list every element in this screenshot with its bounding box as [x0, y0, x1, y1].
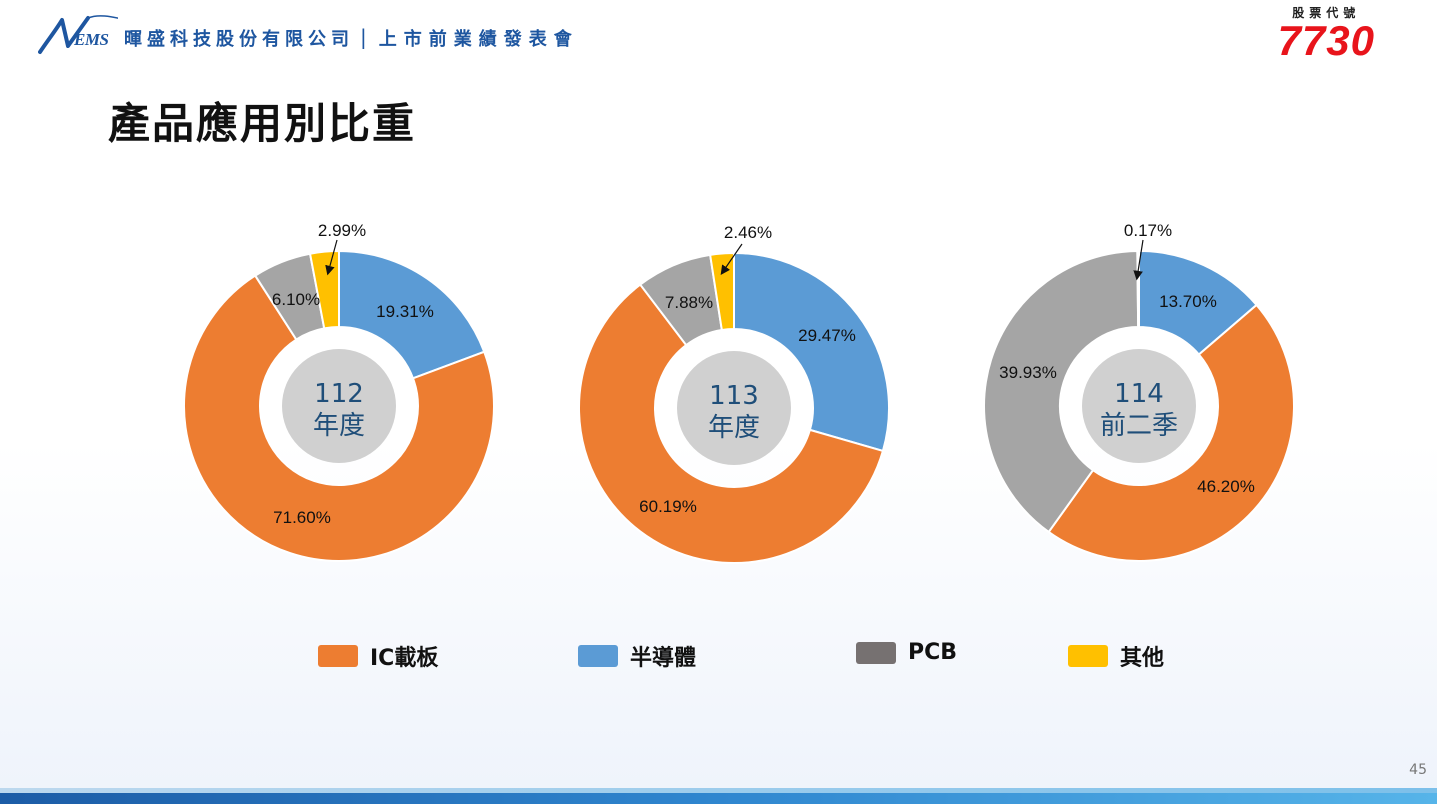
- footer-bar: [0, 788, 1437, 804]
- data-label: 71.60%: [273, 508, 331, 527]
- company-name: 暉盛科技股份有限公司: [124, 29, 354, 50]
- legend-swatch: [1068, 645, 1108, 667]
- data-label: 19.31%: [376, 302, 434, 321]
- donut-center-label: 年度: [708, 413, 760, 443]
- event-title: 上市前業績發表會: [378, 29, 579, 50]
- legend-item-pcb: PCB: [856, 640, 957, 665]
- data-label: 6.10%: [272, 290, 320, 309]
- callout-arrow: [720, 243, 743, 275]
- header: EMS 暉盛科技股份有限公司 | 上市前業績發表會: [38, 8, 579, 58]
- legend-swatch: [318, 645, 358, 667]
- donut-slice: [338, 249, 486, 380]
- stock-code-label: 股票代號: [1292, 6, 1361, 20]
- stock-code: 7730: [1277, 17, 1375, 64]
- legend-label: IC載板: [370, 646, 439, 671]
- logo-text: EMS: [74, 30, 109, 49]
- legend-item-other: 其他: [1068, 640, 1164, 672]
- data-label: 60.19%: [639, 497, 697, 516]
- donut-slice: [733, 251, 890, 453]
- donut-slice: [1047, 303, 1295, 562]
- donut-slice: [1136, 249, 1140, 329]
- header-separator: |: [360, 25, 367, 49]
- data-label: 39.93%: [999, 363, 1057, 382]
- data-label: 0.17%: [1124, 221, 1172, 240]
- donut-center-label: 年度: [313, 411, 365, 441]
- page-number: 45: [1409, 762, 1427, 778]
- data-label: 2.46%: [724, 223, 772, 242]
- legend-swatch: [578, 645, 618, 667]
- page-title: 產品應用別比重: [108, 99, 417, 148]
- donut-center-label: 前二季: [1100, 411, 1178, 441]
- donut-center-circle: [677, 351, 791, 465]
- donut-slice: [183, 274, 495, 562]
- donut-slice: [983, 249, 1140, 534]
- legend-swatch: [856, 641, 896, 664]
- chart-legend: IC載板 半導體 PCB 其他: [0, 640, 1437, 680]
- legend-label: 半導體: [630, 646, 697, 671]
- data-label: 46.20%: [1197, 477, 1255, 496]
- data-label: 13.70%: [1159, 292, 1217, 311]
- donut-center-circle: [282, 349, 396, 463]
- stock-code-block: 股票代號 7730: [1277, 4, 1375, 64]
- donut-center-label: 113: [709, 381, 759, 411]
- data-label: 2.99%: [318, 221, 366, 240]
- legend-item-semiconductor: 半導體: [578, 640, 696, 672]
- data-label: 7.88%: [665, 293, 713, 312]
- company-logo: EMS: [38, 10, 118, 56]
- callout-arrow: [325, 239, 338, 276]
- data-label: 29.47%: [798, 326, 856, 345]
- legend-label: 其他: [1120, 646, 1165, 671]
- donut-center-label: 114: [1114, 379, 1164, 409]
- legend-item-ic-substrate: IC載板: [318, 640, 438, 672]
- donut-center-circle: [1082, 349, 1196, 463]
- donut-slice: [578, 283, 885, 564]
- callout-arrow: [1133, 239, 1144, 281]
- donut-charts: 112年度19.31%71.60%6.10%2.99%113年度29.47%60…: [183, 221, 1295, 564]
- donut-center-label: 112: [314, 379, 364, 409]
- legend-label: PCB: [908, 640, 958, 665]
